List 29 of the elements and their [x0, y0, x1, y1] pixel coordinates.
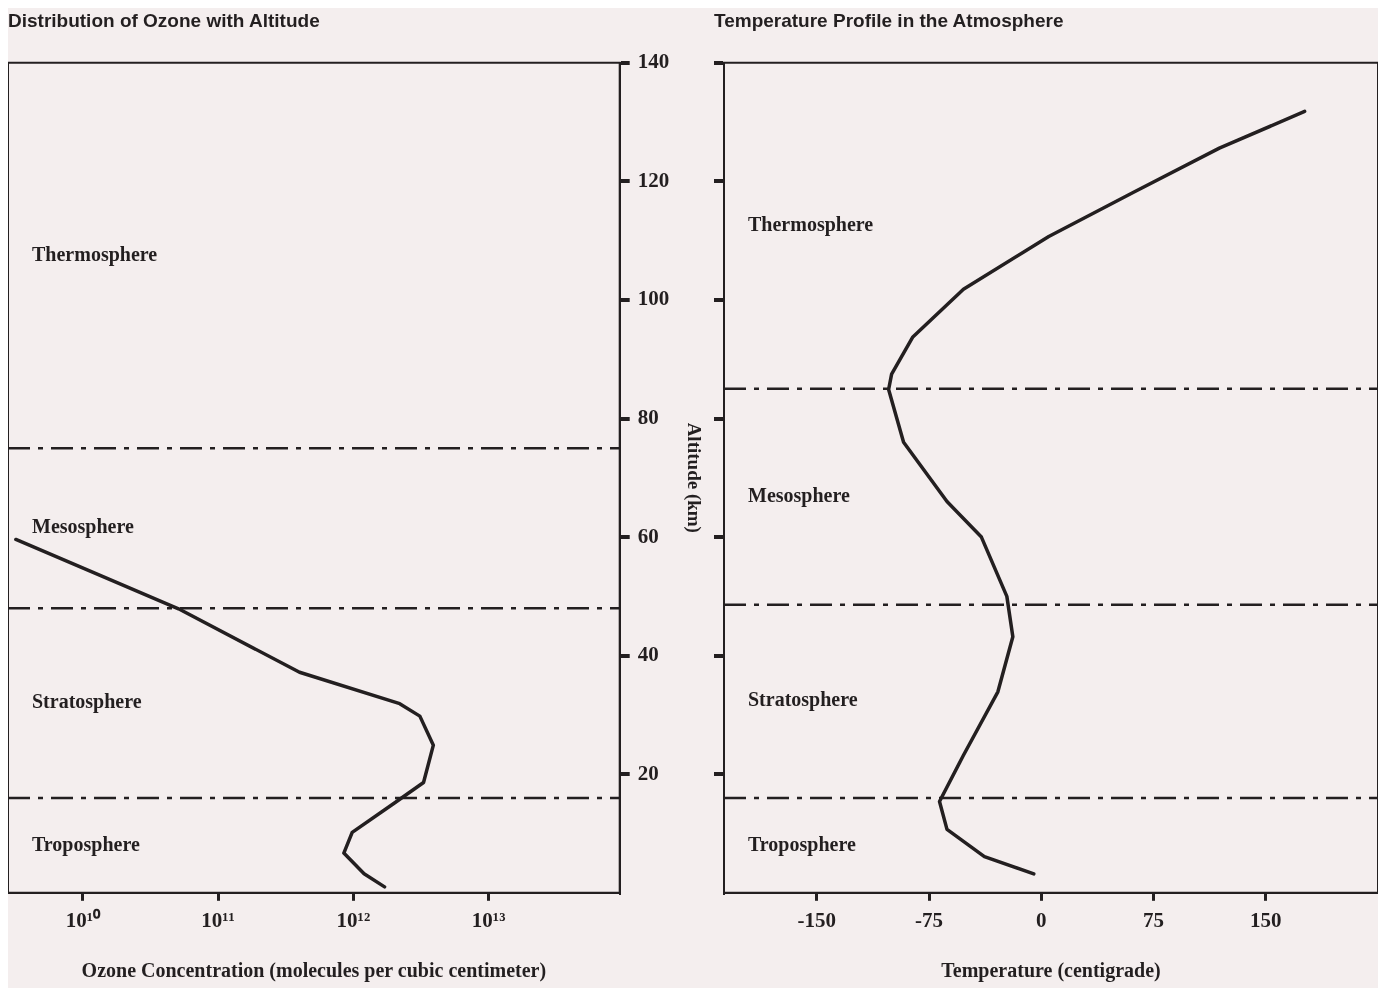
y-tick-label: 20: [637, 760, 659, 785]
annotation: Troposphere: [32, 832, 140, 856]
chart-title: Temperature Profile in the Atmosphere: [714, 9, 1064, 31]
annotation: Stratosphere: [748, 688, 858, 712]
annotation: Stratosphere: [32, 690, 142, 714]
x-axis-title: Ozone Concentration (molecules per cubic centimeter): [81, 959, 547, 983]
annotation: Thermosphere: [32, 242, 158, 266]
x-tick-label: 0: [1036, 907, 1047, 932]
y-axis-title: Altitude (km): [682, 422, 705, 533]
x-tick-label: 10¹²: [336, 907, 371, 932]
y-tick-label: 100: [637, 286, 670, 311]
y-tick-label: 80: [637, 404, 659, 429]
x-tick-label: 150: [1250, 907, 1282, 932]
y-tick-label: 60: [637, 523, 659, 548]
x-tick-label: 10¹⁰: [65, 907, 101, 932]
y-tick-label: 140: [637, 49, 670, 74]
annotation: Mesosphere: [32, 515, 134, 539]
y-tick-label: 40: [637, 642, 659, 667]
annotation: Mesosphere: [748, 483, 850, 507]
x-axis-title: Temperature (centigrade): [941, 959, 1161, 983]
annotation: Troposphere: [748, 832, 856, 856]
chart-title: Distribution of Ozone with Altitude: [8, 9, 320, 31]
x-tick-label: -75: [915, 907, 944, 932]
x-tick-label: -150: [797, 907, 837, 932]
x-tick-label: 10¹³: [471, 907, 506, 932]
x-tick-label: 10¹¹: [201, 907, 235, 932]
annotation: Thermosphere: [748, 213, 874, 237]
x-tick-label: 75: [1143, 907, 1165, 932]
y-tick-label: 120: [637, 167, 670, 192]
